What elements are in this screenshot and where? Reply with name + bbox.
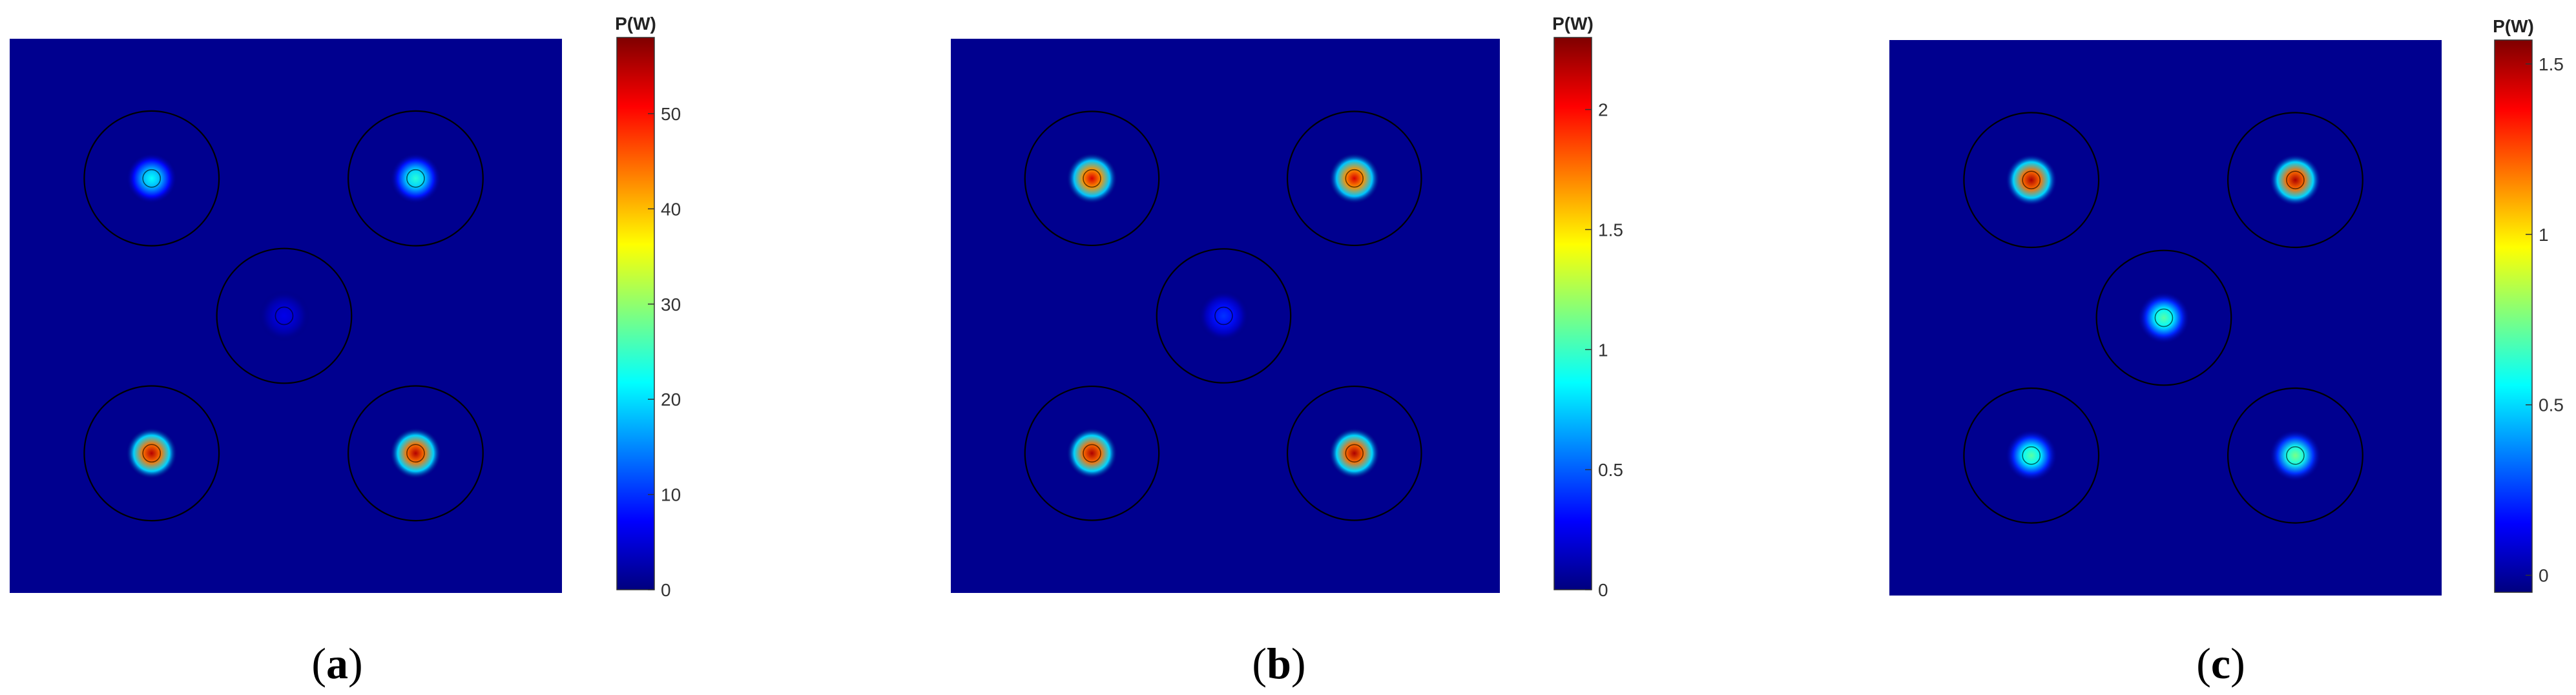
- panel-b: P(W) 0 0.5 1 1.5 2 (b): [951, 14, 1623, 688]
- core-boundary-bottom-left: [83, 385, 220, 522]
- colorbar-tick-label: 50: [661, 104, 681, 124]
- core-boundary-top-right: [348, 110, 484, 247]
- core-intensity-bottom-left: [126, 428, 178, 479]
- colorbar-tick-label: 2: [1598, 100, 1608, 120]
- panel-a: P(W) 0 10 20 30 40 50 (a): [10, 14, 681, 688]
- core-inner-ring-bottom-left: [1083, 444, 1101, 463]
- core-inner-ring-bottom-right: [2286, 446, 2305, 465]
- colorbar-title: P(W): [1552, 14, 1594, 34]
- colorbar-tick-label: 1: [1598, 340, 1608, 360]
- core-inner-ring-bottom-left: [142, 444, 161, 463]
- colorbar-tick-label: 1: [2539, 225, 2549, 245]
- core-inner-ring-top-left: [142, 169, 161, 188]
- colorbar-gradient: [1553, 37, 1592, 590]
- colorbar-tick-label: 0: [2539, 566, 2549, 586]
- colorbar-a: P(W) 0 10 20 30 40 50: [615, 14, 681, 600]
- core-intensity-bottom-right: [2269, 430, 2322, 481]
- caption-b: (b): [1252, 639, 1305, 688]
- core-inner-ring-top-right: [1345, 169, 1364, 188]
- core-boundary-bottom-right: [2227, 387, 2363, 524]
- colorbar-gradient: [616, 37, 655, 590]
- panel-c: P(W) 0 0.5 1 1.5 (c): [1889, 16, 2564, 688]
- core-boundary-bottom-left: [1963, 387, 2100, 524]
- core-intensity-bottom-left: [2006, 430, 2057, 481]
- core-boundary-center: [1156, 248, 1292, 384]
- heatmap-a: [10, 39, 562, 593]
- core-boundary-top-right: [2227, 112, 2363, 249]
- colorbar-title: P(W): [615, 14, 656, 34]
- core-inner-ring-top-left: [2022, 171, 2041, 190]
- caption-c: (c): [2196, 639, 2245, 688]
- core-boundary-top-right: [1286, 110, 1422, 247]
- core-inner-ring-top-right: [406, 169, 425, 188]
- core-boundary-center: [216, 247, 353, 384]
- core-inner-ring-bottom-right: [1345, 444, 1364, 463]
- core-inner-ring-center: [2154, 308, 2174, 327]
- core-boundary-bottom-right: [1286, 385, 1422, 521]
- core-intensity-top-right: [2269, 154, 2322, 206]
- core-inner-ring-bottom-left: [2022, 446, 2041, 465]
- core-intensity-top-left: [126, 152, 178, 204]
- colorbar-tick-label: 0: [661, 580, 671, 600]
- colorbar-tick-label: 0.5: [2539, 395, 2564, 415]
- colorbar-gradient: [2494, 39, 2533, 593]
- core-inner-ring-top-left: [1083, 169, 1101, 188]
- core-boundary-bottom-right: [348, 385, 484, 522]
- heatmap-c: [1889, 40, 2442, 596]
- core-inner-ring-top-right: [2286, 171, 2305, 190]
- core-intensity-top-right: [1329, 152, 1380, 204]
- core-intensity-center: [258, 290, 310, 342]
- colorbar-c: P(W) 0 0.5 1 1.5: [2493, 16, 2564, 593]
- core-intensity-top-right: [390, 152, 442, 204]
- core-boundary-center: [2095, 249, 2232, 386]
- core-boundary-top-left: [1024, 110, 1160, 247]
- core-inner-ring-center: [1214, 306, 1233, 326]
- core-intensity-bottom-right: [1329, 428, 1380, 479]
- core-inner-ring-bottom-right: [406, 444, 425, 463]
- caption-a: (a): [311, 639, 362, 688]
- core-intensity-top-left: [1066, 152, 1117, 204]
- colorbar-tick-label: 30: [661, 295, 681, 315]
- core-boundary-bottom-left: [1024, 385, 1160, 521]
- core-intensity-center: [2138, 292, 2190, 344]
- core-intensity-top-left: [2006, 154, 2057, 206]
- colorbar-tick-label: 40: [661, 199, 681, 219]
- colorbar-tick-label: 0.5: [1598, 460, 1623, 480]
- colorbar-tick-label: 20: [661, 389, 681, 410]
- colorbar-tick-label: 10: [661, 485, 681, 505]
- core-boundary-top-left: [1963, 112, 2100, 249]
- colorbar-tick-label: 1.5: [1598, 220, 1623, 240]
- core-intensity-bottom-right: [390, 428, 442, 479]
- core-boundary-top-left: [83, 110, 220, 247]
- core-inner-ring-center: [275, 306, 294, 326]
- core-intensity-bottom-left: [1066, 428, 1117, 479]
- colorbar-tick-label: 1.5: [2539, 54, 2564, 74]
- colorbar-tick-label: 0: [1598, 580, 1608, 600]
- colorbar-b: P(W) 0 0.5 1 1.5 2: [1552, 14, 1623, 600]
- colorbar-title: P(W): [2493, 16, 2534, 36]
- core-intensity-center: [1198, 290, 1249, 342]
- heatmap-b: [951, 39, 1500, 593]
